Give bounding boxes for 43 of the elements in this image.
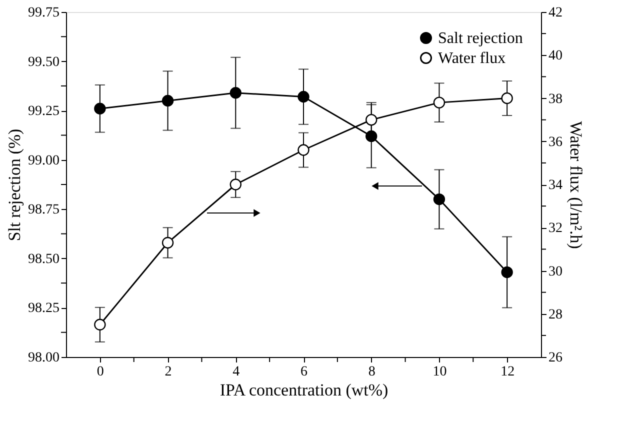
x-axis-title: IPA concentration (wt%) [220,380,388,400]
y2-tick-label: 38 [548,92,562,107]
y-axis-title: Slt rejection (%) [5,128,24,242]
y2-tick-label: 32 [548,221,562,236]
legend-label: Salt rejection [438,30,523,47]
y-tick-label: 98.25 [28,301,60,316]
point [366,130,378,142]
x-tick-label: 6 [300,364,308,380]
y-tick-label: 99.75 [28,6,60,20]
point [94,102,106,114]
point [501,92,513,104]
legend-label: Water flux [438,50,506,67]
x-tick-label: 4 [232,364,240,380]
point [230,178,242,190]
y-tick-label: 98.75 [28,202,60,218]
point [433,96,446,108]
x-tick-label: 0 [96,364,104,380]
point [162,94,174,107]
point [366,114,378,126]
point [298,144,310,156]
point [162,236,174,249]
x-tick-label: 8 [368,364,376,380]
point [94,318,106,330]
x-tick-label: 10 [432,364,447,380]
point [230,86,242,99]
point [298,90,310,103]
y-tick-label: 98.00 [28,350,60,366]
y2-tick-label: 40 [548,48,562,64]
y2-axis-title: Water flux (l/m².h) [566,121,586,249]
point [501,266,513,278]
y-tick-label: 99.00 [28,153,60,168]
point [433,193,446,206]
y-tick-label: 98.50 [28,252,60,267]
x-tick-label: 2 [164,364,172,380]
y2-tick-label: 28 [548,307,562,322]
y2-tick-label: 30 [548,264,562,280]
y2-tick-label: 42 [548,6,562,20]
y2-tick-label: 34 [548,178,562,193]
x-tick-label: 12 [500,364,515,380]
y2-tick-label: 26 [548,350,562,366]
y2-tick-label: 36 [548,134,562,150]
y-tick-label: 99.25 [28,104,60,120]
y-tick-label: 99.50 [28,54,60,70]
